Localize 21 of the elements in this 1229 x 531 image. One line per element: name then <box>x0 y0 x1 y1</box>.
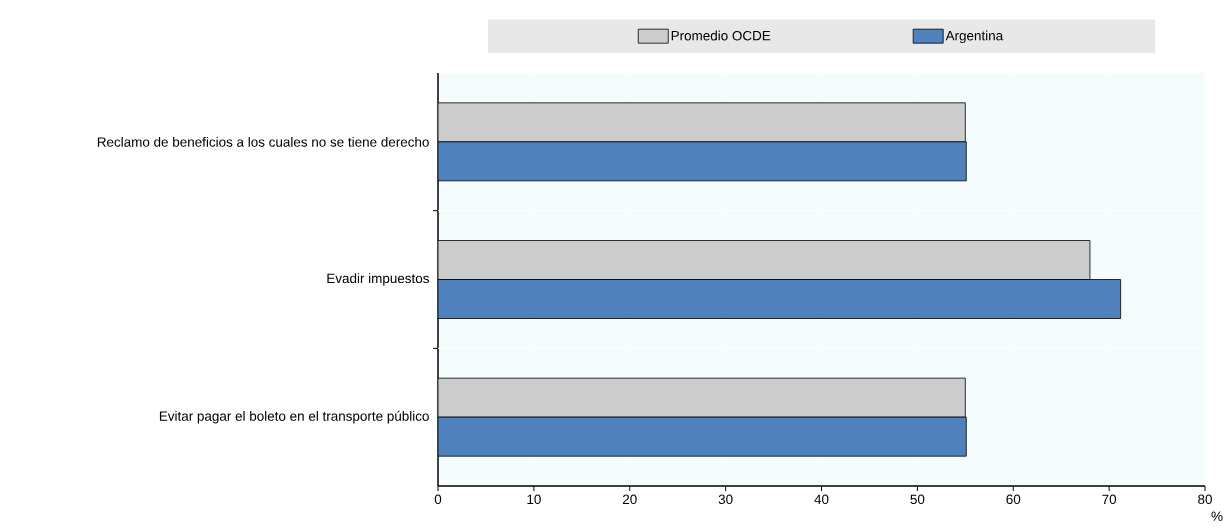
bar <box>438 141 967 182</box>
x-tick-label: 30 <box>718 494 733 505</box>
bar <box>438 377 966 418</box>
x-tick-label: 50 <box>910 494 925 505</box>
y-tick-label: Evitar pagar el boleto en el transporte público <box>159 410 429 424</box>
x-tick-label: 60 <box>1006 494 1021 505</box>
x-tick-label: 70 <box>1102 494 1117 505</box>
legend-label: Argentina <box>945 30 1004 44</box>
y-tick-label: Evadir impuestos <box>327 273 429 286</box>
x-tick-label: 0 <box>434 494 442 505</box>
y-tick-label: Reclamo de beneficios a los cuales no se tiene derecho <box>97 136 429 147</box>
x-tick-label: 10 <box>527 494 541 505</box>
bar <box>438 416 967 457</box>
x-tick-label: 40 <box>814 494 829 505</box>
bar <box>438 240 1091 280</box>
legend-label: Promedio OCDE <box>671 30 771 41</box>
x-axis-title: % <box>1211 511 1223 521</box>
bar <box>438 102 966 143</box>
x-tick-label: 80 <box>1198 494 1212 505</box>
bar <box>438 279 1122 319</box>
x-tick-label: 20 <box>622 494 637 505</box>
